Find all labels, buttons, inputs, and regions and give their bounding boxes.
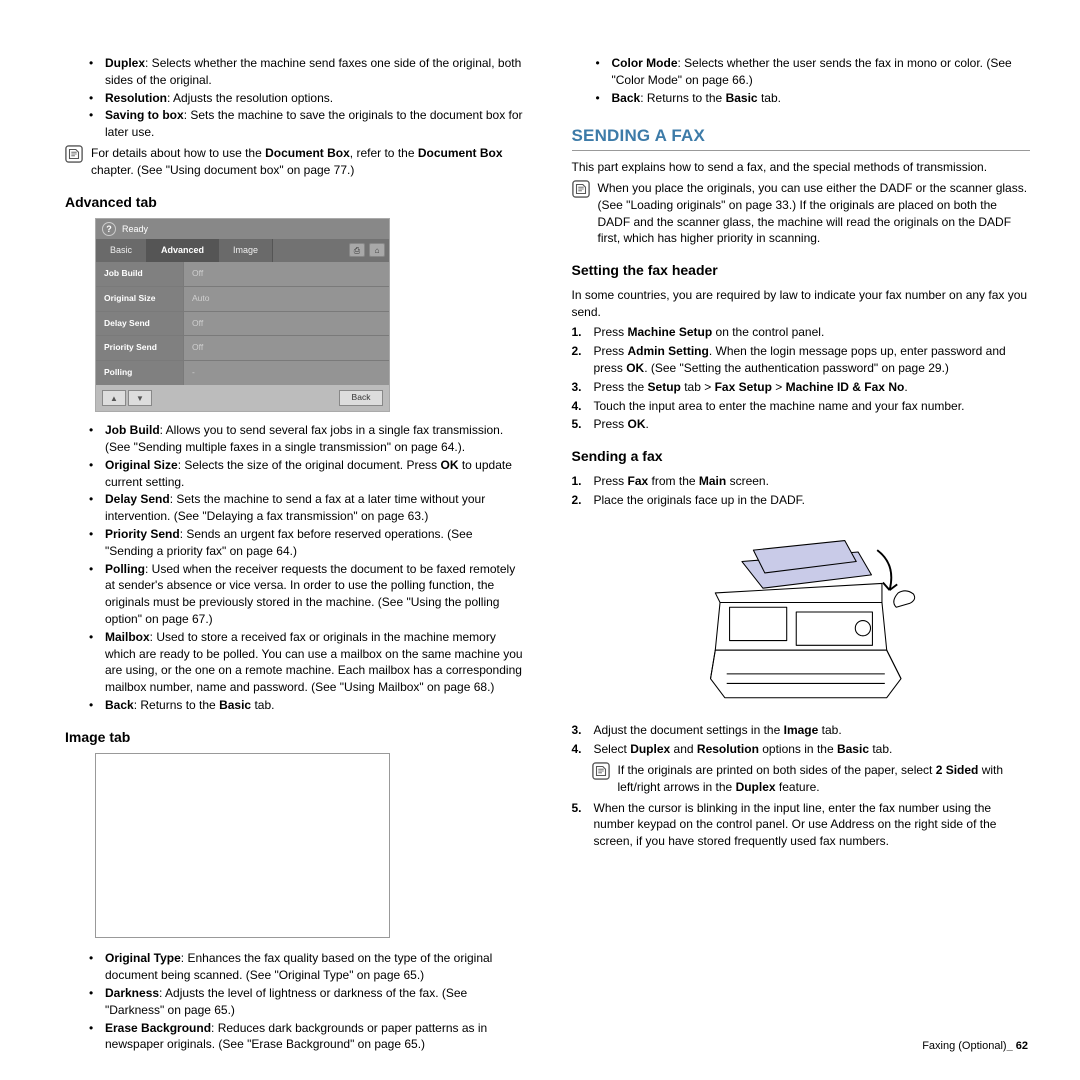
row-label[interactable]: Job Build xyxy=(96,262,184,286)
row-value: Auto xyxy=(184,287,389,311)
toolbar-btn[interactable]: ⌂ xyxy=(369,243,385,257)
bullet-item: Darkness: Adjusts the level of lightness… xyxy=(89,985,524,1019)
row-value: - xyxy=(184,361,389,385)
sub1-steps: 1.Press Machine Setup on the control pan… xyxy=(572,324,1031,433)
tab-advanced[interactable]: Advanced xyxy=(147,239,219,262)
bullet-item: Resolution: Adjusts the resolution optio… xyxy=(89,90,524,107)
bullet-item: Delay Send: Sets the machine to send a f… xyxy=(89,491,524,525)
note-block: When you place the originals, you can us… xyxy=(572,180,1031,247)
sub1-intro: In some countries, you are required by l… xyxy=(572,287,1031,321)
bullet-item: Original Type: Enhances the fax quality … xyxy=(89,950,524,984)
sub2-steps-b: 3.Adjust the document settings in the Im… xyxy=(572,722,1031,758)
bullet-item: Erase Background: Reduces dark backgroun… xyxy=(89,1020,524,1054)
row-label[interactable]: Delay Send xyxy=(96,312,184,336)
adv-tabs: Basic Advanced Image ⎙ ⌂ xyxy=(96,239,389,262)
bullet-item: Mailbox: Used to store a received fax or… xyxy=(89,629,524,696)
note-text: When you place the originals, you can us… xyxy=(598,180,1031,247)
note-block: For details about how to use the Documen… xyxy=(65,145,524,179)
section-intro: This part explains how to send a fax, an… xyxy=(572,159,1031,176)
up-arrow-button[interactable]: ▲ xyxy=(102,390,126,406)
note-icon xyxy=(65,145,83,163)
adv-footer: ▲ ▼ Back xyxy=(96,385,389,411)
bullet-item: Polling: Used when the receiver requests… xyxy=(89,561,524,628)
bullet-item: Back: Returns to the Basic tab. xyxy=(89,697,524,714)
row-value: Off xyxy=(184,312,389,336)
row-label[interactable]: Priority Send xyxy=(96,336,184,360)
sub-heading-1: Setting the fax header xyxy=(572,261,1031,281)
sub2-steps-c: 5.When the cursor is blinking in the inp… xyxy=(572,800,1031,850)
advanced-tab-heading: Advanced tab xyxy=(65,193,524,213)
advanced-tab-screenshot: ? Ready Basic Advanced Image ⎙ ⌂ Job Bui… xyxy=(95,218,390,412)
printer-illustration xyxy=(656,512,946,712)
note-text: If the originals are printed on both sid… xyxy=(618,762,1031,796)
bullet-item: Saving to box: Sets the machine to save … xyxy=(89,107,524,141)
section-heading: SENDING A FAX xyxy=(572,124,1031,148)
bullet-item: Priority Send: Sends an urgent fax befor… xyxy=(89,526,524,560)
image-tab-heading: Image tab xyxy=(65,728,524,748)
section-divider xyxy=(572,150,1031,151)
step: 5.When the cursor is blinking in the inp… xyxy=(572,800,1031,850)
bullet-item: Color Mode: Selects whether the user sen… xyxy=(596,55,1031,89)
down-arrow-button[interactable]: ▼ xyxy=(128,390,152,406)
bullet-item: Job Build: Allows you to send several fa… xyxy=(89,422,524,456)
step: 4.Select Duplex and Resolution options i… xyxy=(572,741,1031,758)
inline-note: If the originals are printed on both sid… xyxy=(592,762,1031,796)
top-bullets-left: Duplex: Selects whether the machine send… xyxy=(65,55,524,141)
step: 3.Adjust the document settings in the Im… xyxy=(572,722,1031,739)
row-value: Off xyxy=(184,262,389,286)
bullet-item: Duplex: Selects whether the machine send… xyxy=(89,55,524,89)
image-bullets: Original Type: Enhances the fax quality … xyxy=(65,950,524,1053)
back-button[interactable]: Back xyxy=(339,390,383,406)
row-value: Off xyxy=(184,336,389,360)
note-icon xyxy=(572,180,590,198)
left-column: Duplex: Selects whether the machine send… xyxy=(65,55,524,1054)
step: 2.Place the originals face up in the DAD… xyxy=(572,492,1031,509)
sub2-steps-a: 1.Press Fax from the Main screen. 2.Plac… xyxy=(572,473,1031,509)
help-icon: ? xyxy=(102,222,116,236)
top-bullets-right: Color Mode: Selects whether the user sen… xyxy=(572,55,1031,106)
step: 4.Touch the input area to enter the mach… xyxy=(572,398,1031,415)
bullet-item: Original Size: Selects the size of the o… xyxy=(89,457,524,491)
step: 5.Press OK. xyxy=(572,416,1031,433)
adv-status-bar: ? Ready xyxy=(96,219,389,239)
step: 1.Press Fax from the Main screen. xyxy=(572,473,1031,490)
note-text: For details about how to use the Documen… xyxy=(91,145,524,179)
step: 2.Press Admin Setting. When the login me… xyxy=(572,343,1031,377)
right-column: Color Mode: Selects whether the user sen… xyxy=(572,55,1031,1054)
advanced-bullets: Job Build: Allows you to send several fa… xyxy=(65,422,524,714)
adv-body: Job BuildOff Original SizeAuto Delay Sen… xyxy=(96,262,389,385)
note-icon xyxy=(592,762,610,780)
page-footer: Faxing (Optional)_ 62 xyxy=(922,1039,1028,1054)
step: 1.Press Machine Setup on the control pan… xyxy=(572,324,1031,341)
sub-heading-2: Sending a fax xyxy=(572,447,1031,467)
row-label[interactable]: Polling xyxy=(96,361,184,385)
step: 3.Press the Setup tab > Fax Setup > Mach… xyxy=(572,379,1031,396)
image-tab-screenshot xyxy=(95,753,390,938)
tab-basic[interactable]: Basic xyxy=(96,239,147,262)
status-text: Ready xyxy=(122,223,148,236)
tab-image[interactable]: Image xyxy=(219,239,273,262)
toolbar-btn[interactable]: ⎙ xyxy=(349,243,365,257)
row-label[interactable]: Original Size xyxy=(96,287,184,311)
bullet-item: Back: Returns to the Basic tab. xyxy=(596,90,1031,107)
